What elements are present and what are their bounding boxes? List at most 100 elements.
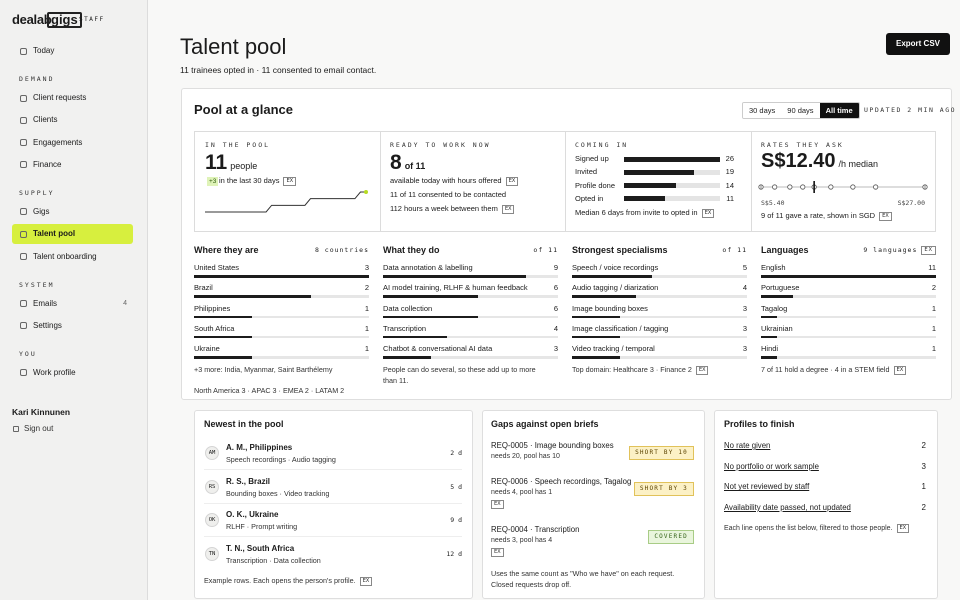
nav-icon — [20, 253, 27, 260]
funnel-value: 19 — [725, 167, 734, 177]
nav-item[interactable]: Gigs — [33, 206, 50, 216]
nav-icon — [20, 322, 27, 330]
range-button[interactable]: 30 days — [743, 103, 782, 118]
funnel-bar — [624, 169, 695, 175]
funnel-step: Profile done — [575, 180, 616, 190]
row-value: 1 — [931, 344, 936, 354]
person-skills: Speech recordings · Audio tagging — [226, 455, 336, 464]
column-footer: People can do several, so these add up t… — [383, 365, 536, 385]
nav-item[interactable]: Client requests — [33, 93, 87, 102]
gaps-card — [482, 410, 705, 599]
row-bar — [572, 315, 620, 319]
nav-item[interactable]: Settings — [33, 320, 62, 330]
row-value: 1 — [931, 323, 936, 333]
row-value: 3 — [742, 344, 747, 354]
newest-card — [194, 410, 473, 599]
avatar — [205, 479, 219, 494]
ex-badge: EX — [896, 523, 910, 533]
export-button[interactable] — [886, 33, 950, 55]
user-name: Kari Kinnunen — [12, 407, 71, 417]
avatar — [205, 547, 219, 562]
brief-title[interactable]: REQ-0006 · Speech recordings, Tagalog — [491, 477, 632, 486]
row-track — [383, 356, 558, 359]
column-footer: Top domain: Healthcare 3 · Finance 2 EX — [572, 364, 732, 375]
nav-item[interactable]: Finance — [33, 159, 62, 169]
row-track — [194, 315, 369, 319]
trend-line — [205, 191, 366, 213]
nav-item[interactable]: Emails — [33, 298, 58, 308]
profile-link[interactable]: Availability date passed, not updated — [724, 503, 851, 513]
row-value: 2 — [364, 283, 369, 293]
status-badge: SHORT BY 10 — [629, 446, 694, 460]
logo-box: gigs — [47, 12, 82, 28]
brief-title[interactable]: REQ-0005 · Image bounding boxes — [491, 441, 614, 450]
column-footer: 7 of 11 hold a degree · 4 in a STEM fiel… — [761, 364, 921, 375]
person-skills: RLHF · Prompt writing — [226, 522, 298, 532]
row-bar — [383, 315, 479, 319]
nav-icon — [20, 230, 27, 238]
range-button[interactable]: All time — [819, 103, 859, 118]
card-footer-text: Example rows. Each opens the person's pr… — [204, 576, 356, 585]
row-bar — [194, 315, 253, 319]
profile-count: 3 — [921, 461, 926, 471]
row-value: 9 — [553, 263, 558, 272]
nav-item[interactable]: Today — [33, 46, 55, 55]
row-track — [572, 295, 747, 298]
person-name[interactable]: R. S., Brazil — [226, 476, 271, 486]
row-value: 6 — [553, 303, 558, 313]
nav-item[interactable]: Talent onboarding — [33, 251, 97, 261]
funnel-step: Opted in — [575, 193, 604, 203]
pool-count: 11 people — [205, 151, 257, 175]
ready-line: 11 of 11 consented to be contacted — [390, 190, 507, 199]
logo: dealab — [12, 12, 52, 27]
person-name[interactable]: A. M., Philippines — [226, 443, 293, 452]
row-bar — [761, 295, 793, 298]
nav-item[interactable]: Engagements — [33, 137, 83, 147]
row-bar — [761, 335, 777, 339]
stat-label: RATES THEY ASK — [761, 141, 844, 149]
stat-label: COMING IN — [575, 141, 629, 149]
person-age: 2 d — [450, 449, 462, 457]
avatar-initials: RS — [208, 483, 216, 490]
ex-badge: EX — [921, 245, 936, 255]
row-value: 5 — [742, 263, 747, 272]
range-button[interactable]: 90 days — [781, 103, 820, 118]
nav-item[interactable]: Clients — [33, 115, 58, 125]
profile-link[interactable]: Not yet reviewed by staff — [724, 482, 810, 492]
ex-badge: EX — [501, 204, 515, 214]
brief-title[interactable]: REQ-0004 · Transcription — [491, 525, 580, 534]
row-label: Brazil — [194, 283, 213, 293]
sign-out[interactable]: Sign out — [24, 424, 54, 433]
export-label[interactable]: Export CSV — [895, 39, 941, 48]
row-label: Speech / voice recordings — [572, 263, 659, 272]
person-name[interactable]: T. N., South Africa — [226, 544, 295, 554]
row-bar — [194, 275, 369, 278]
row-bar — [383, 356, 431, 359]
column-note: 9 languages EX — [863, 243, 936, 257]
ex-badge: EX — [893, 365, 907, 375]
profile-link[interactable]: No rate given — [724, 441, 771, 450]
row-label: South Africa — [194, 323, 235, 333]
brief-need: needs 4, pool has 1 — [491, 489, 553, 496]
funnel-value: 14 — [725, 180, 734, 190]
row-label: Audio tagging / diarization — [572, 283, 659, 293]
nav-item[interactable]: Work profile — [33, 367, 76, 377]
row-divider — [204, 536, 462, 538]
profile-link[interactable]: No portfolio or work sample — [724, 461, 819, 471]
card-footer-text: Each line opens the list below, filtered… — [724, 525, 893, 532]
funnel-step: Invited — [575, 167, 598, 177]
profile-count: 2 — [921, 503, 926, 513]
row-label: Image bounding boxes — [572, 303, 648, 313]
row-track — [383, 335, 558, 339]
column-note: 8 countries — [314, 246, 369, 254]
profile-count: 2 — [921, 441, 926, 450]
row-value: 11 — [928, 263, 936, 272]
person-name[interactable]: O. K., Ukraine — [226, 510, 279, 520]
sign-out-icon — [13, 426, 19, 432]
avatar — [205, 446, 219, 460]
nav-item[interactable]: Talent pool — [33, 229, 76, 239]
stat-label: READY TO WORK NOW — [390, 141, 491, 149]
row-label: Philippines — [194, 303, 231, 313]
funnel-step: Signed up — [575, 154, 609, 163]
column-title: Where they are — [194, 245, 259, 255]
